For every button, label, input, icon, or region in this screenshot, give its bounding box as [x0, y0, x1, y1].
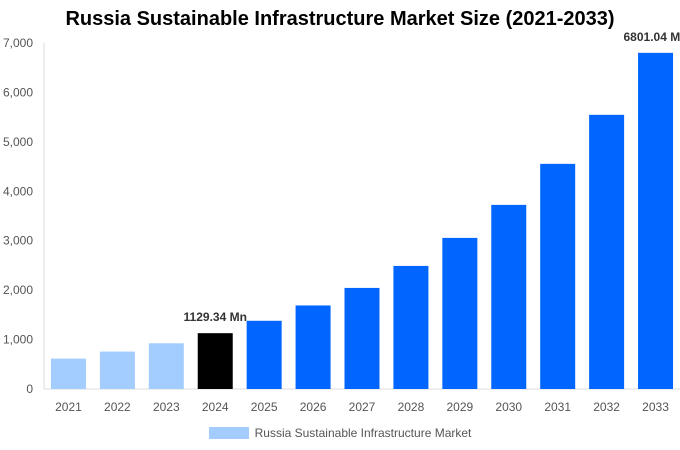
- x-tick-label: 2029: [446, 400, 473, 414]
- bar-2032: [589, 114, 625, 390]
- y-tick-label: 1,000: [3, 333, 33, 347]
- x-tick-label: 2028: [398, 400, 425, 414]
- legend-swatch: [208, 427, 249, 439]
- y-tick-label: 2,000: [3, 283, 33, 297]
- x-tick-label: 2027: [349, 400, 376, 414]
- x-tick-label: 2030: [495, 400, 522, 414]
- bar-2033: [638, 52, 674, 389]
- bar-2022: [99, 351, 135, 389]
- x-tick-label: 2025: [251, 400, 278, 414]
- x-tick-label: 2024: [202, 400, 229, 414]
- y-tick-label: 3,000: [3, 234, 33, 248]
- y-tick-label: 7,000: [3, 36, 33, 50]
- y-tick-label: 5,000: [3, 135, 33, 149]
- x-tick-label: 2031: [544, 400, 571, 414]
- bar-2030: [491, 204, 527, 389]
- bar-2025: [246, 320, 282, 389]
- bar-2024: [197, 333, 233, 389]
- x-tick-label: 2026: [300, 400, 327, 414]
- data-label-2024: 1129.34 Mn: [184, 310, 247, 324]
- bar-2027: [344, 287, 380, 389]
- bar-chart: 0 1,000 2,000 3,000 4,000 5,000 6,000 7,000 2021…: [3, 30, 680, 414]
- bar-2021: [50, 358, 86, 389]
- data-label-2033: 6801.04 Mn: [624, 30, 680, 44]
- x-tick-label: 2033: [642, 400, 669, 414]
- y-tick-label: 0: [26, 382, 33, 396]
- bar-2029: [442, 237, 478, 389]
- y-tick-label: 4,000: [3, 184, 33, 198]
- x-tick-label: 2023: [153, 400, 180, 414]
- chart-title: Russia Sustainable Infrastructure Market…: [65, 8, 615, 30]
- legend[interactable]: Russia Sustainable Infrastructure Market: [0, 426, 680, 440]
- bar-2028: [393, 265, 429, 389]
- x-tick-label: 2021: [55, 400, 82, 414]
- bar-2023: [148, 343, 184, 389]
- x-tick-label: 2022: [104, 400, 131, 414]
- x-tick-label: 2032: [593, 400, 620, 414]
- bar-2026: [295, 305, 331, 389]
- legend-label: Russia Sustainable Infrastructure Market: [254, 426, 472, 440]
- bar-2031: [540, 163, 576, 389]
- y-tick-label: 6,000: [3, 85, 33, 99]
